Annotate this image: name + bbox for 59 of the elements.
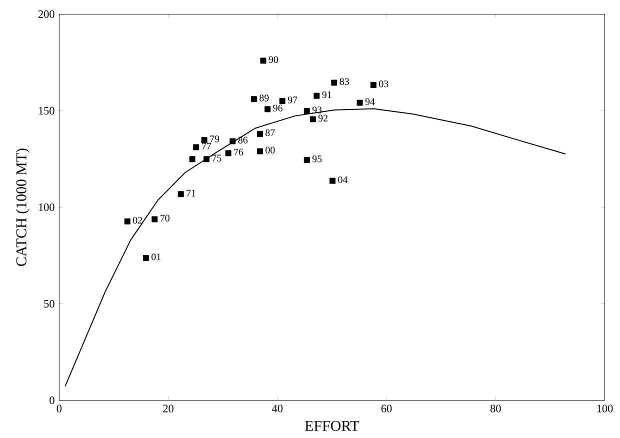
point xyxy=(304,108,310,114)
x-axis-title: EFFORT xyxy=(305,420,360,431)
annotation: 90 xyxy=(268,56,278,63)
annotation: 92 xyxy=(318,114,328,122)
point xyxy=(201,136,208,143)
point xyxy=(256,130,263,137)
point xyxy=(189,156,196,162)
annotation: 75 xyxy=(212,154,222,162)
annotation: 86 xyxy=(238,136,248,144)
annotation: 89 xyxy=(260,94,269,102)
point xyxy=(152,216,158,222)
x-tick-label: 100 xyxy=(597,404,613,412)
point xyxy=(178,191,184,197)
point xyxy=(310,116,316,122)
annotation: 94 xyxy=(365,98,375,105)
point xyxy=(142,254,149,261)
y-tick-label: 200 xyxy=(38,10,54,18)
annotation: 03 xyxy=(379,80,388,88)
x-tick-label: 20 xyxy=(163,404,174,412)
y-tick-label: 150 xyxy=(38,106,54,114)
annotation: 01 xyxy=(152,253,161,260)
x-tick-label: 60 xyxy=(381,404,392,412)
annotation: 70 xyxy=(160,214,170,222)
point xyxy=(230,138,236,144)
point xyxy=(370,82,376,88)
annotation: 79 xyxy=(210,135,220,142)
point xyxy=(193,144,200,150)
x-tick-label: 0 xyxy=(56,404,62,412)
annotation: 96 xyxy=(273,104,282,112)
annotation: 04 xyxy=(338,176,348,183)
point xyxy=(256,148,263,154)
point xyxy=(260,58,266,64)
annotation: 97 xyxy=(288,96,298,104)
annotation: 76 xyxy=(234,148,244,156)
point xyxy=(331,80,338,86)
annotation: 91 xyxy=(322,91,332,98)
point xyxy=(314,92,320,99)
annotation: 00 xyxy=(266,146,275,154)
x-tick-label: 80 xyxy=(490,404,501,412)
annotation: 83 xyxy=(340,78,349,85)
point xyxy=(124,218,130,224)
point xyxy=(264,106,271,112)
y-axis-title: CATCH (1000 MT) xyxy=(16,148,30,266)
y-tick-label: 50 xyxy=(44,300,54,308)
y-tick-label: 0 xyxy=(50,396,54,404)
point xyxy=(304,156,310,163)
annotation: 87 xyxy=(266,129,275,136)
y-tick-label: 100 xyxy=(38,203,54,211)
point xyxy=(225,150,232,156)
point xyxy=(330,178,336,184)
x-tick-label: 40 xyxy=(272,404,283,412)
annotation: 77 xyxy=(202,142,212,150)
point xyxy=(356,100,363,106)
point xyxy=(250,96,257,102)
point xyxy=(203,156,210,162)
annotation: 02 xyxy=(132,216,142,224)
annotation: 95 xyxy=(312,155,322,162)
annotation: 71 xyxy=(186,190,196,196)
point xyxy=(279,98,286,104)
